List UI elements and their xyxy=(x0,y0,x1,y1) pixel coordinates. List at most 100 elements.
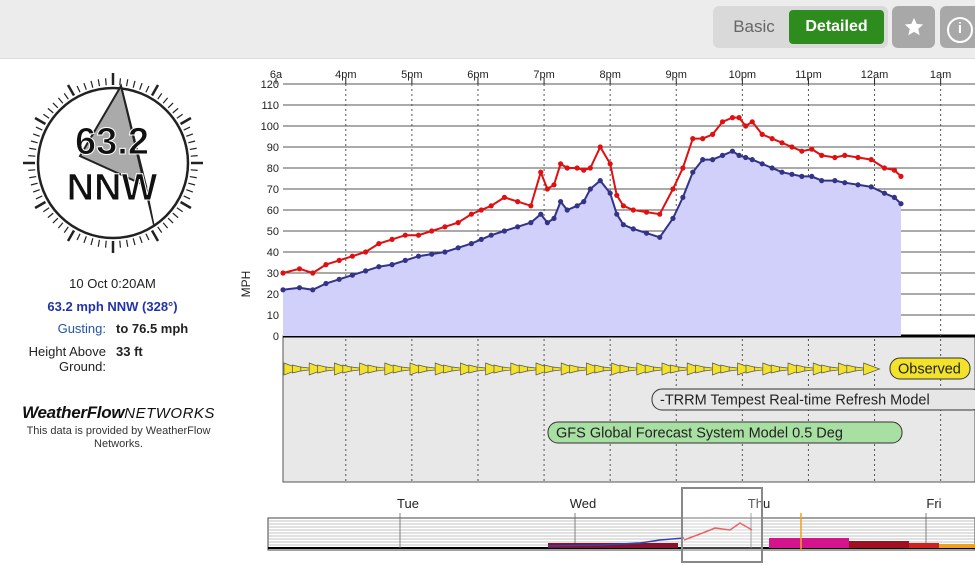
wind-arrow xyxy=(695,364,712,374)
avg-point xyxy=(488,232,494,238)
gust-point xyxy=(336,257,342,263)
wind-arrow xyxy=(586,362,604,376)
gust-point xyxy=(769,136,775,142)
compass-tick xyxy=(29,175,37,179)
compass-tick xyxy=(125,79,129,87)
wind-arrow xyxy=(577,366,595,372)
detailed-view-button[interactable]: Detailed xyxy=(789,10,884,44)
compass-tick xyxy=(145,233,150,241)
wind-arrow xyxy=(812,362,831,376)
gust-point xyxy=(710,131,716,137)
gust-point xyxy=(680,165,686,171)
gauge-direction: NNW xyxy=(67,167,158,209)
y-tick-label: 40 xyxy=(267,247,279,259)
overview-day-label: Thu xyxy=(748,496,770,511)
y-tick-label: 20 xyxy=(267,289,279,301)
gust-point xyxy=(538,169,544,175)
wind-direction-arrow-shadow xyxy=(120,85,155,227)
gust-point xyxy=(749,119,755,125)
gust-point xyxy=(799,148,805,154)
gust-point xyxy=(743,123,749,129)
compass-tick xyxy=(43,113,50,119)
avg-point xyxy=(607,190,613,196)
avg-point xyxy=(363,268,369,274)
compass-tick xyxy=(150,84,160,97)
wind-arrow xyxy=(292,364,309,374)
compass-tick xyxy=(63,226,69,233)
gust-point xyxy=(719,119,726,125)
avg-point xyxy=(680,194,686,200)
y-tick-label: 90 xyxy=(267,142,279,154)
compass-tick xyxy=(90,80,94,88)
wind-arrow xyxy=(485,362,503,376)
gust-point xyxy=(690,136,696,142)
overview-window-selector[interactable] xyxy=(681,487,763,563)
compass-tick xyxy=(104,240,107,248)
favorite-button[interactable] xyxy=(892,6,935,48)
x-tick-label: 11pm xyxy=(795,69,822,81)
avg-point xyxy=(736,152,742,158)
wind-arrow xyxy=(401,366,418,372)
avg-point xyxy=(719,152,726,158)
wind-arrow xyxy=(468,364,485,374)
gust-point xyxy=(736,115,742,121)
wind-arrow xyxy=(628,366,645,372)
wind-arrow xyxy=(418,364,435,374)
wind-arrow xyxy=(325,366,343,372)
wind-arrow xyxy=(829,366,847,372)
avg-area-fill xyxy=(283,151,901,336)
wind-compass-gauge: 63.2 NNW xyxy=(23,73,203,253)
x-tick-label: 8pm xyxy=(599,69,620,81)
current-wind: 63.2 mph NNW (328°) xyxy=(47,299,178,314)
avg-point xyxy=(729,148,736,154)
gust-point xyxy=(488,203,494,209)
compass-tick xyxy=(30,182,38,186)
compass-tick xyxy=(167,102,174,109)
compass-tick xyxy=(188,140,196,144)
y-tick-label: 110 xyxy=(261,100,279,112)
compass-tick xyxy=(172,107,179,114)
compass-ticks xyxy=(23,73,203,253)
gust-point xyxy=(643,209,650,215)
x-tick-label: 4pm xyxy=(335,69,356,81)
compass-tick xyxy=(183,126,191,131)
gust-point xyxy=(429,228,435,234)
overview-forecast-bar xyxy=(909,543,939,548)
compass-tick xyxy=(104,78,107,86)
y-axis-label: MPH xyxy=(239,271,253,298)
y-tick-label: 30 xyxy=(267,268,279,280)
wind-arrow xyxy=(426,366,443,372)
overview-day-label: Tue xyxy=(397,496,419,511)
avg-point xyxy=(620,222,626,228)
wind-arrow xyxy=(745,364,763,374)
height-value: 33 ft xyxy=(116,344,143,359)
avg-point xyxy=(336,276,342,282)
wind-arrow xyxy=(350,366,368,372)
avg-point xyxy=(710,157,716,163)
compass-tick xyxy=(190,169,198,172)
x-tick-label: 6pm xyxy=(467,69,488,81)
compass-tick xyxy=(35,126,43,131)
gust-point xyxy=(700,136,706,142)
compass-tick xyxy=(189,147,197,151)
basic-view-button[interactable]: Basic xyxy=(733,17,775,36)
compass-tick xyxy=(66,84,76,97)
x-tick-label: 7pm xyxy=(533,69,554,81)
wind-arrow xyxy=(762,362,780,376)
wind-arrow xyxy=(619,364,637,374)
overview-forecast-bar xyxy=(939,544,975,548)
info-button[interactable]: i xyxy=(940,6,975,48)
overview-window-line xyxy=(683,522,753,541)
gust-point xyxy=(528,203,534,209)
avg-point xyxy=(455,245,461,251)
gust-point xyxy=(832,154,838,161)
compass-tick xyxy=(47,107,54,114)
gust-point xyxy=(468,211,474,217)
weatherflow-logo[interactable]: WeatherFlowNETWORKS xyxy=(22,403,215,422)
wind-arrow xyxy=(594,364,611,374)
x-tick-label: 1am xyxy=(930,69,951,81)
gust-point xyxy=(574,165,580,171)
avg-point xyxy=(799,173,805,179)
gust-point xyxy=(544,186,550,192)
avg-point xyxy=(749,157,755,163)
